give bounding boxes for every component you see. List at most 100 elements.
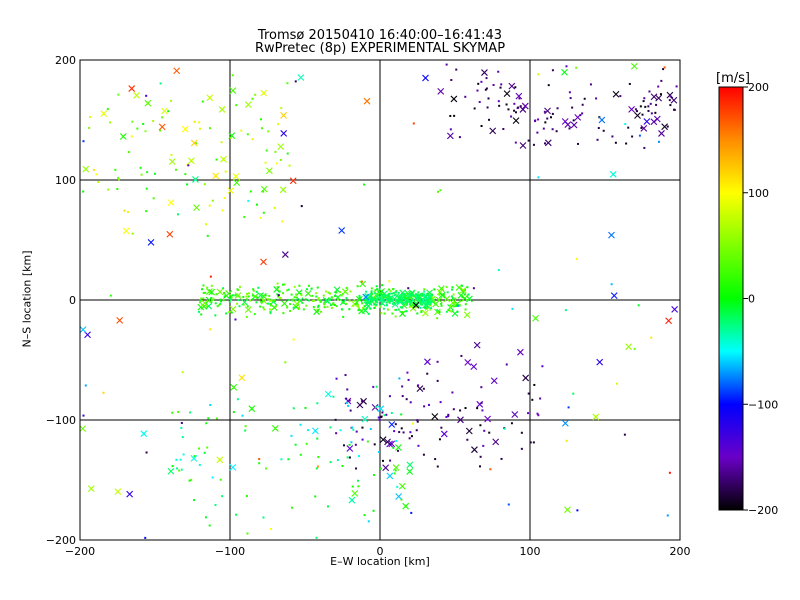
data-point-dot [109,121,112,124]
data-point-dot [395,308,398,311]
data-point-dot [409,401,412,404]
data-point-dot [265,467,268,470]
data-point-dot [497,70,500,73]
data-point-dot [241,414,244,417]
data-point-dot [531,398,534,401]
data-point-dot [292,407,295,410]
data-point-cross [457,292,465,299]
data-point-dot [329,461,332,464]
data-point-dot [218,303,221,306]
data-point-dot [327,291,330,294]
data-point-dot [537,118,540,121]
data-point-dot [414,306,417,309]
data-point-cross [280,112,287,119]
data-point-dot [425,297,428,300]
data-point-dot [408,437,411,440]
data-point-dot [294,298,297,301]
data-point-dot [417,444,420,447]
data-point-dot [583,97,586,100]
data-point-dot [116,187,119,190]
data-point-dot [230,296,233,299]
data-point-dot [464,303,467,306]
data-point-dot [458,304,461,307]
data-point-dot [648,90,651,93]
data-point-cross [463,311,471,319]
data-point-dot [228,311,231,314]
data-point-dot [537,73,540,76]
data-point-dot [414,297,417,300]
data-point-dot [407,378,410,381]
y-tick-label: −100 [46,414,76,427]
data-point-dot [423,290,426,293]
data-point-cross [519,106,527,113]
data-point-dot [298,284,301,287]
data-point-dot [288,164,291,167]
data-point-dot [436,309,439,312]
data-point-cross [167,467,175,475]
data-point-dot [458,136,461,139]
data-point-dot [361,400,364,403]
data-point-dot [450,295,453,298]
data-point-cross [396,294,404,302]
data-point-dot [215,417,218,420]
data-point-cross [289,177,297,185]
data-point-dot [396,485,399,488]
data-point-dot [228,297,231,300]
data-point-dot [190,478,193,481]
data-point-dot [422,453,425,456]
data-point-dot [452,298,455,301]
data-point-dot [488,118,491,121]
data-point-dot [348,299,351,302]
data-point-dot [400,413,403,416]
data-point-dot [507,503,510,506]
data-point-cross [167,199,175,207]
data-point-dot [286,306,289,309]
data-point-dot [378,297,381,300]
data-point-dot [430,300,433,303]
data-point-dot [569,97,572,100]
data-point-dot [219,302,222,305]
data-point-cross [206,94,214,102]
data-point-dot [302,308,305,311]
data-point-dot [397,302,400,305]
data-point-cross [489,127,497,135]
data-point-dot [313,299,316,302]
data-point-dot [366,440,369,443]
data-point-dot [335,377,338,380]
data-point-dot [310,287,313,290]
data-point-dot [287,298,290,301]
data-point-dot [159,129,162,132]
data-point-dot [176,467,179,470]
data-point-dot [410,511,413,514]
data-point-cross [434,308,441,316]
data-point-dot [565,439,568,442]
data-point-cross [362,293,370,301]
data-point-cross [561,419,569,427]
data-point-dot [533,383,536,386]
data-point-dot [463,293,466,296]
data-point-cross [119,133,127,140]
y-axis-label: N–S location [km] [20,250,34,348]
data-point-dot [181,371,184,374]
data-point-cross [257,292,264,299]
data-point-dot [193,455,196,458]
data-point-dot [320,299,323,302]
data-point-cross [446,132,454,140]
data-point-cross [391,300,399,308]
data-point-dot [532,143,535,146]
data-point-dot [634,108,637,111]
data-point-dot [425,295,428,298]
data-point-cross [216,456,224,464]
data-point-cross [304,290,312,297]
data-point-dot [386,308,389,311]
axis-ticks: −200 −100 0 100 200 −200 −100 0 100 200 [46,54,691,558]
data-point-dot [259,216,262,219]
data-point-dot [375,385,378,388]
data-point-dot [419,302,422,305]
data-point-dot [647,109,650,112]
data-point-cross [412,301,420,309]
data-point-dot [131,232,134,235]
data-point-dot [290,293,293,296]
data-point-dot [430,301,433,304]
data-point-cross [450,95,458,103]
